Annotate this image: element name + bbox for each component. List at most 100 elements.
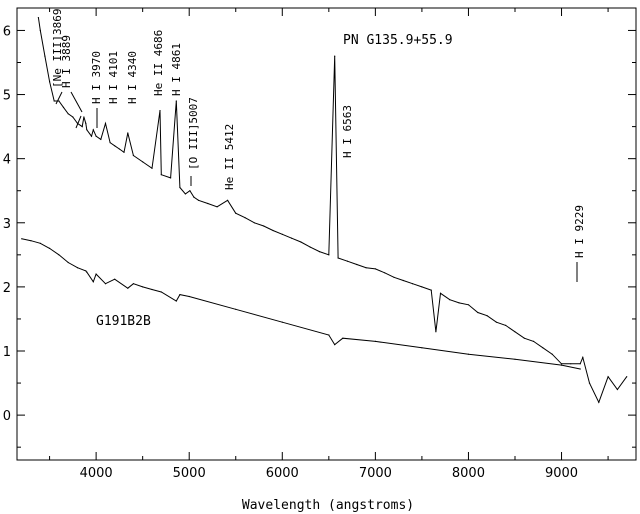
data-point [334,55,336,57]
data-point [83,116,85,118]
data-point [365,267,367,269]
line-label: H I 6563 [341,105,354,158]
x-tick-label: 9000 [545,466,578,481]
annotation-leader [70,91,83,113]
line-label: He II 5412 [223,124,236,190]
data-point [486,315,488,317]
data-point [626,376,628,378]
data-point [458,302,460,304]
data-point [439,292,442,294]
data-point [62,106,65,108]
line-label: [O III]5007 [187,97,200,170]
data-point [44,55,46,57]
data-point [588,382,591,384]
data-point [170,177,172,179]
data-point [421,286,423,288]
data-point [53,100,55,102]
data-point [342,337,344,339]
data-point [85,270,87,272]
data-point [179,186,181,189]
data-point [523,337,525,339]
data-point [346,260,348,262]
data-point [533,340,535,342]
data-point [309,246,311,248]
data-point [159,110,161,112]
data-point [67,113,69,115]
data-point [92,281,94,283]
data-point [37,17,40,19]
x-axis-label: Wavelength (angstroms) [242,498,414,513]
data-point [495,321,497,323]
data-point [184,193,186,195]
line-label: He II 4686 [152,30,165,96]
data-point [95,273,97,275]
data-point [263,225,265,227]
y-axis: 0 1 2 3 4 5 6 [3,24,636,448]
data-point [90,135,93,137]
data-point [435,331,437,333]
data-point [85,122,87,124]
data-point [127,287,129,289]
data-point [235,308,237,310]
data-point [72,116,74,118]
data-point [374,268,376,270]
data-point [127,132,129,134]
data-point [281,233,283,235]
data-point [607,376,609,378]
data-point [118,148,120,150]
data-point [142,161,144,163]
plot-frame [16,7,637,461]
data-point [598,401,600,403]
data-point [58,254,60,256]
data-point [86,129,88,131]
data-point [467,304,470,306]
data-point [49,247,51,249]
data-point [514,331,516,333]
data-point [253,222,255,224]
data-point [114,145,116,147]
data-point [244,217,246,219]
data-point [227,199,229,201]
x-tick-label: 7000 [359,466,392,481]
data-point [514,358,516,360]
data-point [505,324,507,326]
data-point [114,278,116,280]
data-point [86,271,88,273]
data-point [300,241,302,243]
line-label: H I 4101 [107,51,120,104]
data-point [393,276,395,278]
data-point [449,299,451,301]
data-point [551,353,553,355]
data-point [334,344,336,346]
line-label: H I 4340 [126,51,139,104]
data-point [384,272,386,274]
y-tick-label: 4 [3,153,11,168]
data-point [582,356,584,358]
data-point [216,206,218,208]
y-tick-label: 3 [3,217,11,232]
data-point [39,29,41,31]
data-point [95,135,97,137]
data-point [579,363,581,365]
data-point [39,242,41,244]
data-point [374,340,376,342]
data-point [30,240,32,242]
line-label: H I 3889 [60,35,73,88]
data-point [207,202,209,205]
data-point [132,283,134,285]
data-point [579,368,581,370]
series-line-standard [21,238,581,370]
data-point [67,261,69,264]
data-point [328,334,330,336]
y-tick-label: 1 [3,345,11,360]
data-point [100,138,102,140]
data-point [421,347,423,349]
x-tick-label: 4000 [80,466,113,481]
data-point [58,100,60,102]
data-point [49,81,51,83]
series-group [21,17,628,404]
data-point [160,174,162,176]
data-point [142,286,144,288]
data-point [318,251,321,253]
